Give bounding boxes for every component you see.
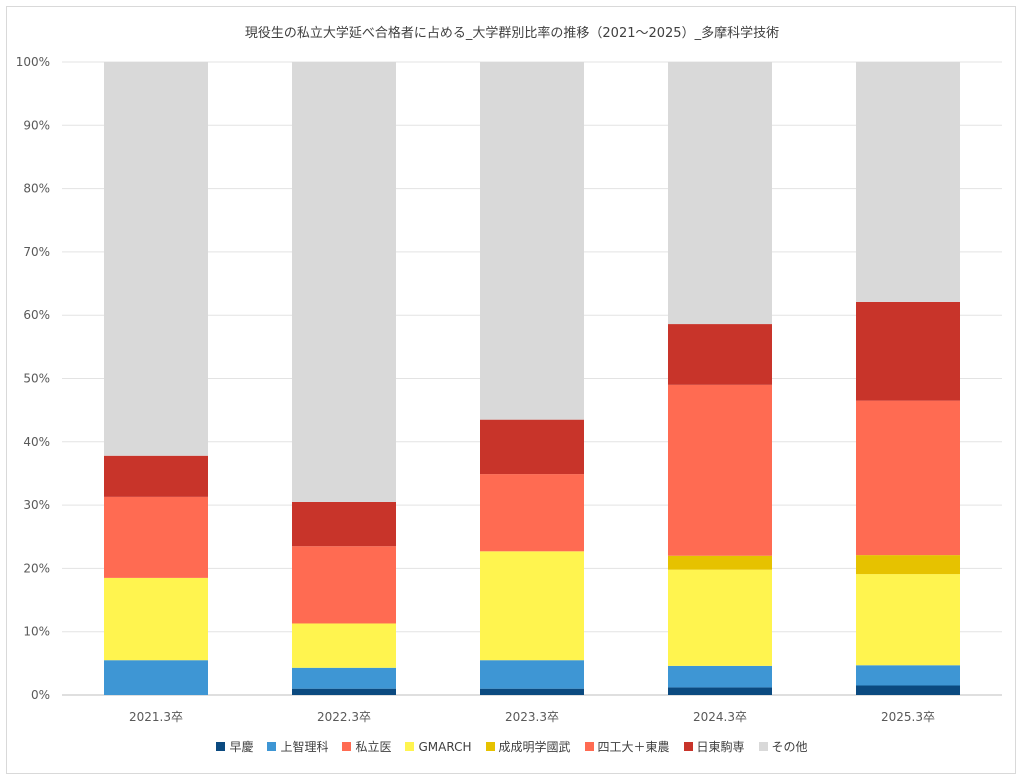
bar-segment — [104, 62, 208, 456]
bar-segment — [856, 555, 960, 575]
x-tick-label: 2022.3卒 — [317, 710, 371, 724]
bar-segment — [104, 660, 208, 695]
legend-label: 上智理科 — [280, 740, 329, 754]
legend-swatch — [584, 742, 594, 751]
bar-segment — [668, 569, 772, 666]
y-tick-label: 70% — [23, 245, 50, 259]
y-tick-label: 0% — [31, 688, 50, 702]
legend-item: 四工大＋東農 — [584, 738, 670, 755]
bar-segment — [292, 623, 396, 668]
legend-item: 上智理科 — [267, 738, 328, 755]
y-tick-label: 10% — [23, 625, 50, 639]
bar-segment — [668, 555, 772, 570]
bar-segment — [668, 62, 772, 325]
legend-label: 成成明学國武 — [498, 740, 571, 754]
chart-legend: 早慶 上智理科 私立医 GMARCH 成成明学國武 四工大＋東農 日東駒専 その他 — [0, 738, 1024, 755]
bar-segment — [668, 324, 772, 385]
y-tick-label: 80% — [23, 182, 50, 196]
bar-segment — [480, 660, 584, 689]
legend-item: 私立医 — [342, 738, 391, 755]
bar-segment — [856, 685, 960, 695]
legend-swatch — [485, 742, 495, 751]
y-tick-label: 50% — [23, 372, 50, 386]
legend-label: その他 — [771, 740, 808, 754]
x-tick-label: 2025.3卒 — [881, 710, 935, 724]
y-tick-label: 30% — [23, 498, 50, 512]
legend-swatch — [758, 742, 768, 751]
legend-label: GMARCH — [418, 739, 472, 754]
legend-swatch — [683, 742, 693, 751]
bar-segment — [856, 301, 960, 401]
bar-segment — [292, 501, 396, 547]
legend-item: 日東駒専 — [683, 738, 745, 755]
legend-label: 日東駒専 — [696, 740, 745, 754]
legend-swatch — [216, 742, 226, 751]
bar-segment — [292, 688, 396, 695]
legend-label: 四工大＋東農 — [597, 740, 670, 754]
bar-segment — [668, 665, 772, 688]
bar-segment — [292, 546, 396, 624]
bar-segment — [480, 474, 584, 552]
bar-segment — [104, 577, 208, 661]
bar-segment — [292, 667, 396, 689]
legend-item: GMARCH — [405, 738, 472, 755]
bar-segment — [480, 551, 584, 661]
bar-segment — [856, 400, 960, 556]
bar-segment — [856, 665, 960, 686]
bar-segment — [480, 419, 584, 475]
y-tick-label: 60% — [23, 308, 50, 322]
legend-item: その他 — [758, 738, 808, 755]
bar-segment — [292, 62, 396, 502]
x-tick-label: 2023.3卒 — [505, 710, 559, 724]
bar-segment — [480, 62, 584, 420]
y-tick-label: 20% — [23, 561, 50, 575]
bar-segment — [104, 455, 208, 497]
bar-segment — [856, 62, 960, 302]
y-tick-label: 100% — [16, 55, 50, 69]
y-tick-label: 40% — [23, 435, 50, 449]
legend-item: 成成明学國武 — [485, 738, 571, 755]
legend-label: 私立医 — [355, 740, 392, 754]
bar-segment — [104, 496, 208, 578]
x-tick-label: 2021.3卒 — [129, 710, 183, 724]
y-tick-label: 90% — [23, 118, 50, 132]
legend-item: 早慶 — [216, 738, 253, 755]
legend-label: 早慶 — [229, 740, 254, 754]
bar-segment — [480, 688, 584, 695]
bar-segment — [668, 687, 772, 695]
bar-segment — [668, 384, 772, 556]
legend-swatch — [267, 742, 277, 751]
bar-segment — [856, 574, 960, 666]
x-tick-label: 2024.3卒 — [693, 710, 747, 724]
legend-swatch — [342, 742, 352, 751]
legend-swatch — [405, 742, 415, 751]
chart-title: 現役生の私立大学延べ合格者に占める_大学群別比率の推移（2021～2025）_多… — [244, 26, 780, 41]
